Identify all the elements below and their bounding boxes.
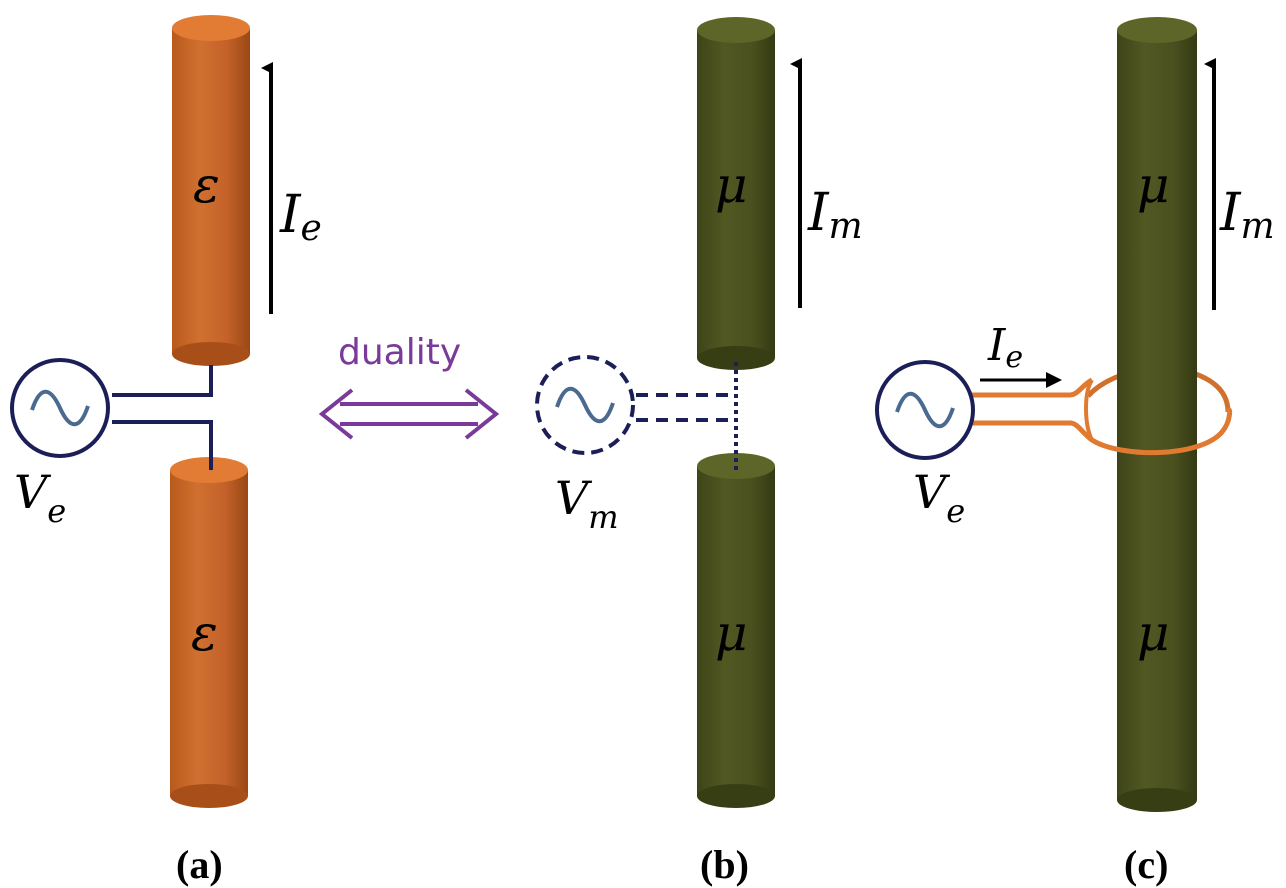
ac-source-icon [10,358,110,458]
dashed-feed-lines [636,362,738,470]
olive-rod [1117,17,1197,812]
loop-current-label: Ie [987,320,1023,375]
upper-olive-rod [697,17,775,370]
feed-lines [112,365,213,470]
lower-material-symbol: μ [715,604,748,662]
lower-olive-rod [697,453,775,808]
upper-copper-rod [172,15,250,366]
double-arrow-icon [318,388,500,440]
current-loop-front [968,377,1233,456]
duality-indicator: duality [318,332,500,440]
panel-label: (c) [1124,842,1168,887]
lower-material-symbol: ε [191,604,218,662]
panel-label: (a) [176,842,223,887]
panel-c: μ μ Ve Ie Im (c) [875,17,1275,887]
duality-label: duality [338,332,461,373]
panel-a: ε ε Ve Ie (a) [10,15,322,887]
panel-label: (b) [700,842,749,887]
source-label: Vm [555,471,619,536]
panel-b: μ μ Vm Im (b) [535,17,863,887]
loop-current-arrow [980,372,1062,388]
upper-material-symbol: μ [1137,156,1170,214]
source-label: Ve [14,465,66,530]
current-label: Im [807,183,863,247]
lower-material-symbol: μ [1137,604,1170,662]
ac-source-dashed-icon [535,355,635,455]
current-label: Ie [279,185,322,249]
source-label: Ve [913,465,965,530]
current-label: Im [1219,183,1275,247]
upper-material-symbol: μ [715,156,748,214]
ac-source-icon [875,360,975,460]
upper-material-symbol: ε [193,156,220,214]
